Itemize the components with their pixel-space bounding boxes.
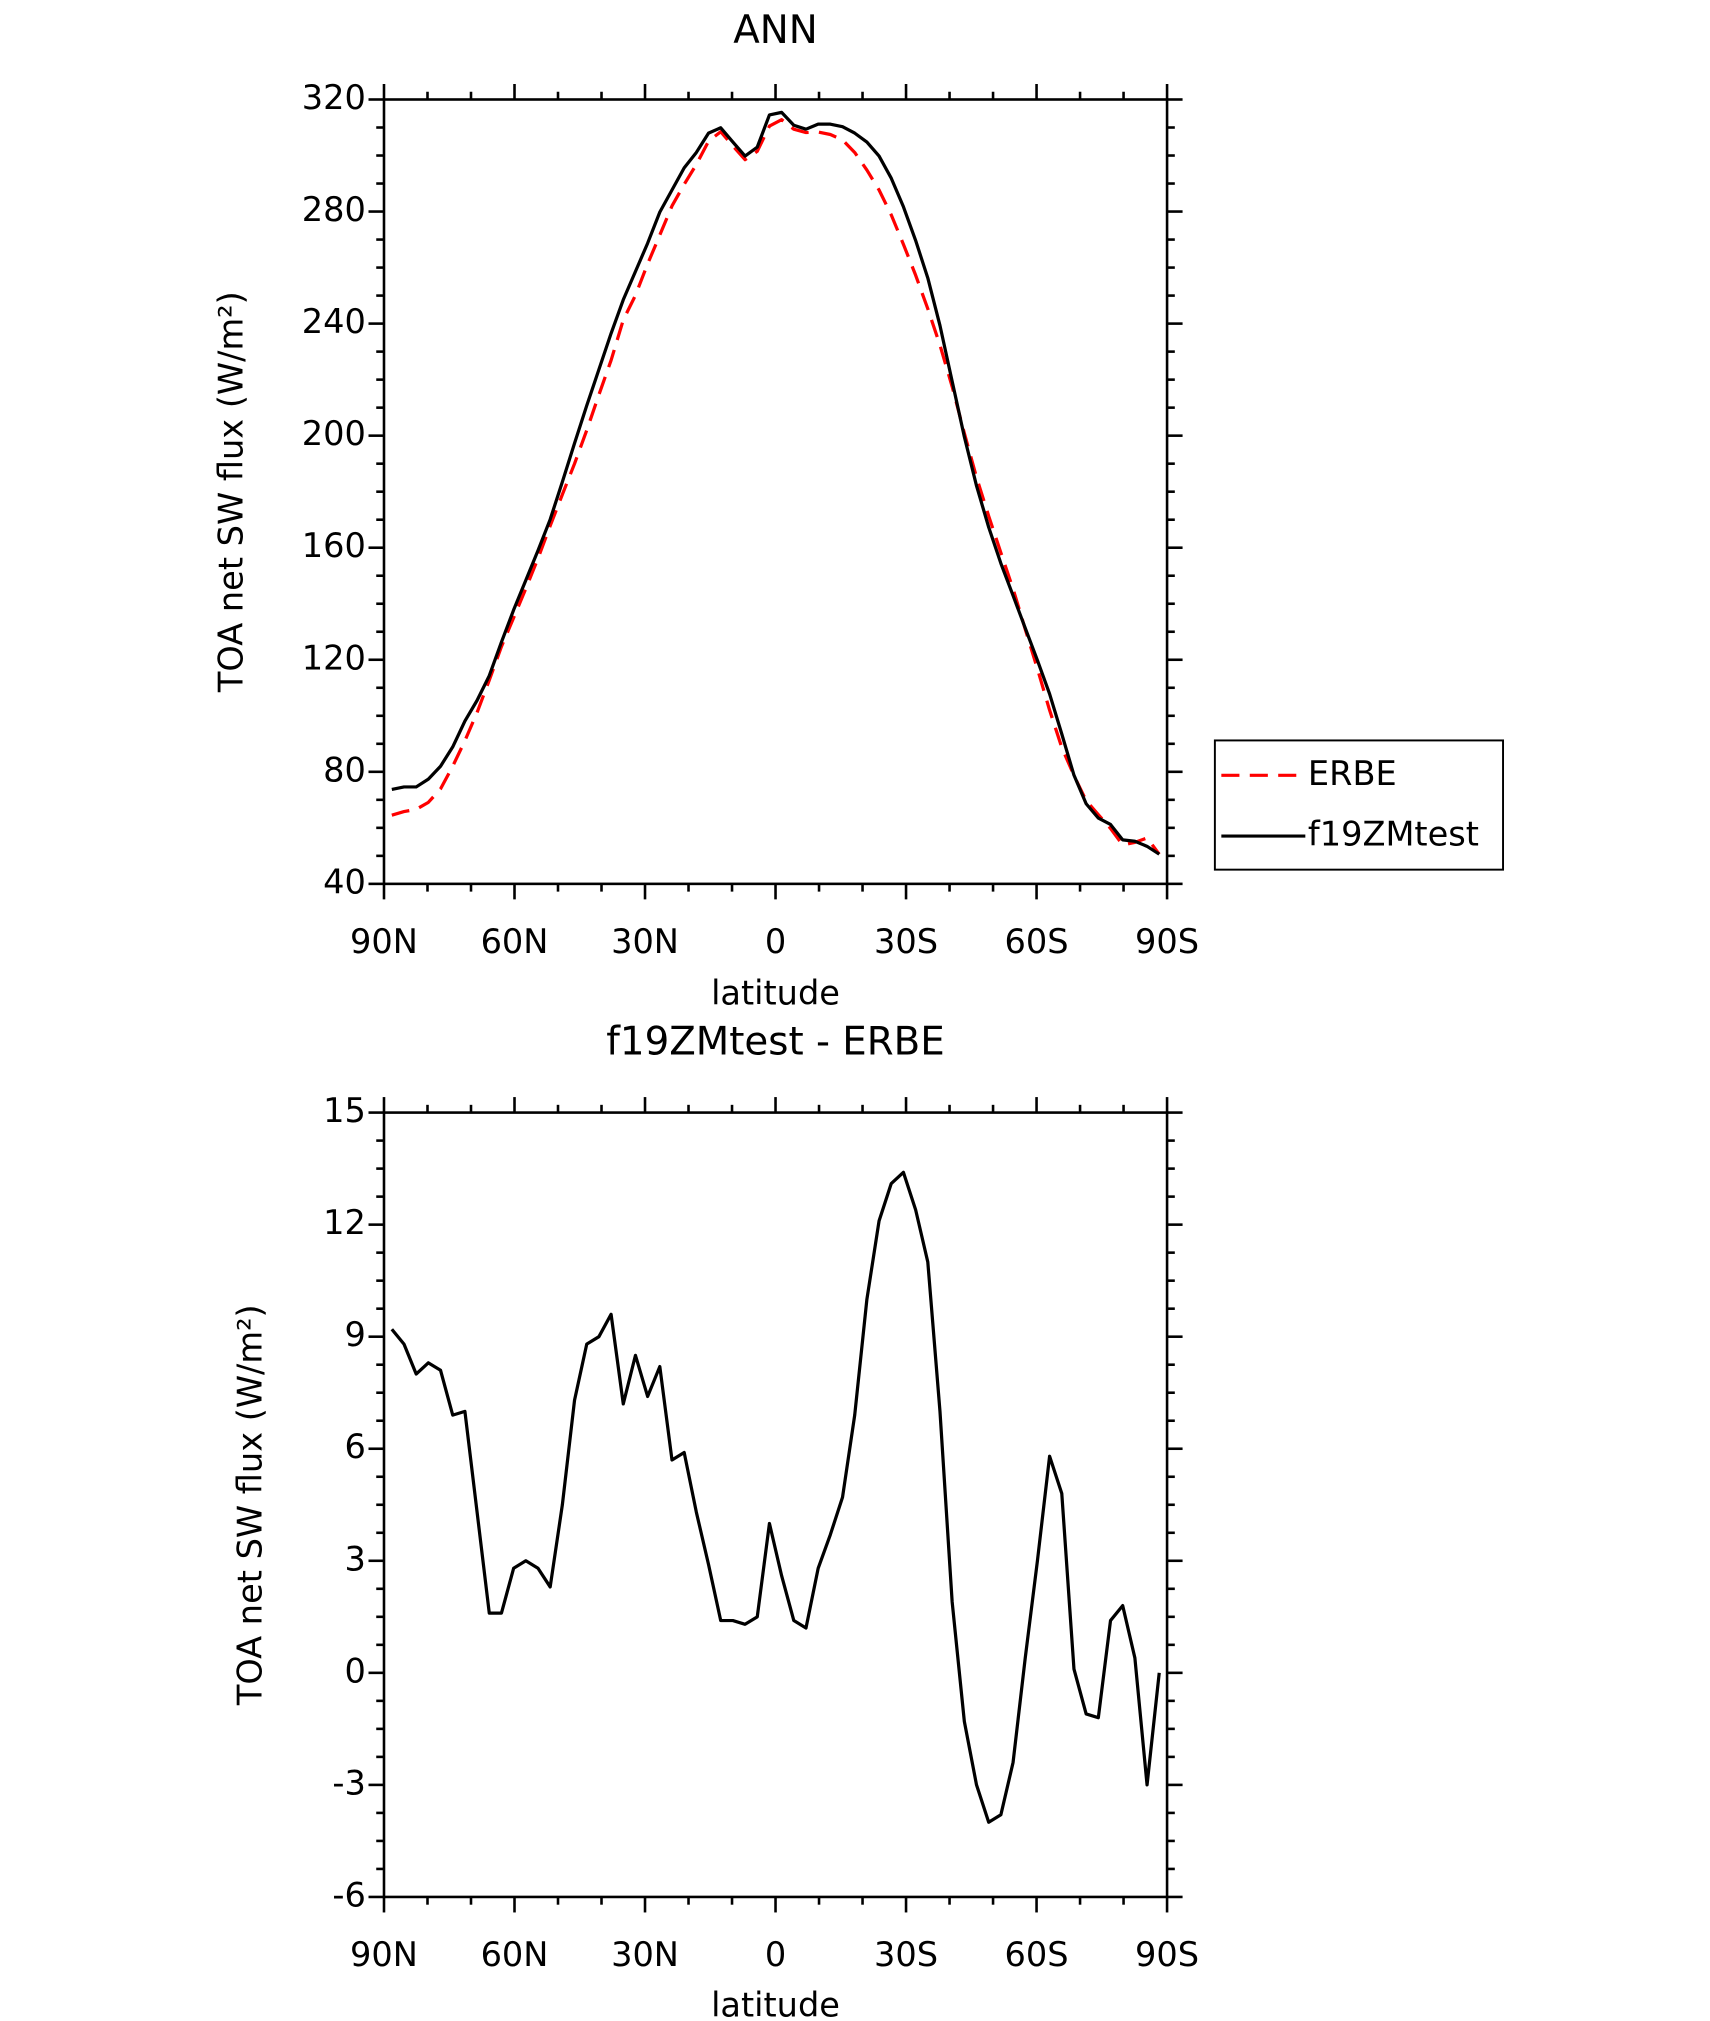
y-tick-label: -6 bbox=[332, 1875, 365, 1914]
y-tick-label: 3 bbox=[345, 1539, 366, 1578]
x-tick-label: 0 bbox=[765, 922, 786, 961]
chart-title: ANN bbox=[733, 8, 817, 53]
x-tick-label: 60S bbox=[1005, 922, 1069, 961]
legend-box bbox=[1213, 739, 1505, 871]
y-tick-label: 320 bbox=[302, 78, 366, 117]
x-tick-label: 30S bbox=[874, 922, 938, 961]
x-axis-label: latitude bbox=[711, 1985, 840, 2021]
y-tick-label: -3 bbox=[332, 1763, 365, 1802]
data-line bbox=[391, 110, 1161, 856]
y-tick-label: 15 bbox=[323, 1091, 366, 1130]
x-tick-label: 60N bbox=[481, 1935, 549, 1974]
data-line bbox=[390, 1170, 1161, 1824]
y-tick-label: 240 bbox=[302, 302, 366, 341]
y-tick-label: 40 bbox=[323, 862, 366, 901]
x-tick-label: 60S bbox=[1005, 1935, 1069, 1974]
data-line bbox=[391, 118, 1161, 856]
plot-frame bbox=[382, 98, 1169, 886]
plot-frame bbox=[382, 1111, 1169, 1899]
y-tick-label: 160 bbox=[302, 526, 366, 565]
y-tick-label: 80 bbox=[323, 750, 366, 789]
y-axis-label: TOA net SW flux (W/m²) bbox=[211, 291, 250, 693]
y-tick-label: 280 bbox=[302, 190, 366, 229]
x-tick-label: 90S bbox=[1135, 1935, 1199, 1974]
y-tick-label: 6 bbox=[345, 1427, 366, 1466]
chart-title: f19ZMtest - ERBE bbox=[606, 1020, 944, 1065]
x-tick-label: 30S bbox=[874, 1935, 938, 1974]
x-tick-label: 60N bbox=[481, 922, 549, 961]
x-tick-label: 90N bbox=[350, 922, 418, 961]
x-tick-label: 30N bbox=[611, 1935, 679, 1974]
y-tick-label: 120 bbox=[302, 638, 366, 677]
x-axis-label: latitude bbox=[711, 973, 840, 1012]
x-tick-label: 90N bbox=[350, 1935, 418, 1974]
y-tick-label: 12 bbox=[323, 1203, 366, 1242]
x-tick-label: 30N bbox=[611, 922, 679, 961]
y-axis-label: TOA net SW flux (W/m²) bbox=[231, 1304, 270, 1706]
x-tick-label: 90S bbox=[1135, 922, 1199, 961]
legend-label: ERBE bbox=[1308, 754, 1397, 793]
y-tick-label: 9 bbox=[345, 1315, 366, 1354]
x-tick-label: 0 bbox=[765, 1935, 786, 1974]
y-tick-label: 0 bbox=[345, 1651, 366, 1690]
y-tick-label: 200 bbox=[302, 414, 366, 453]
legend-label: f19ZMtest bbox=[1308, 815, 1479, 854]
